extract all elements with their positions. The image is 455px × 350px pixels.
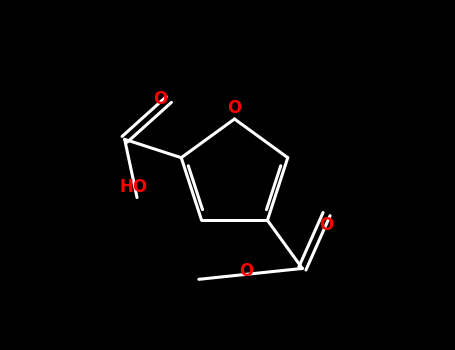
Text: O: O (240, 262, 254, 280)
Text: O: O (153, 91, 167, 108)
Text: O: O (319, 216, 334, 233)
Text: HO: HO (120, 178, 147, 196)
Text: O: O (228, 99, 242, 117)
